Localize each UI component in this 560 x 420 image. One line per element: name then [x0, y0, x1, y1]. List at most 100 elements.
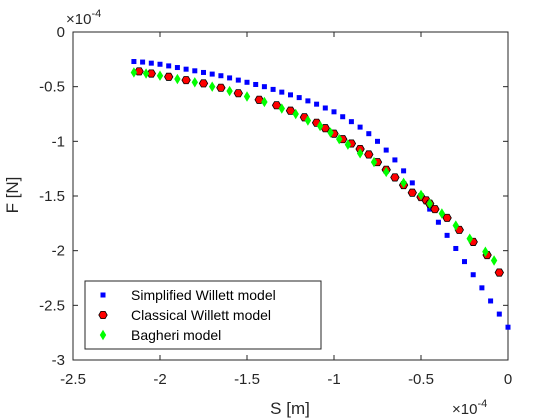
x-tick-label: -1: [327, 371, 340, 388]
data-point-diamond: [482, 246, 489, 257]
data-point-square: [496, 311, 502, 317]
data-point-hexagon: [181, 76, 191, 85]
data-point-square: [183, 66, 189, 72]
data-point-hexagon: [271, 101, 282, 110]
data-point-square: [279, 89, 285, 95]
x-multiplier-base: ×10: [452, 401, 477, 418]
data-point-square: [192, 68, 198, 74]
data-point-diamond: [327, 127, 334, 138]
series-diamond: [130, 67, 498, 266]
data-point-diamond: [130, 67, 138, 78]
data-point-square: [357, 124, 363, 130]
y-tick-label: -2.5: [39, 297, 65, 314]
data-point-square: [140, 59, 146, 65]
data-point-diamond: [336, 133, 343, 145]
data-point-diamond: [209, 81, 216, 92]
data-point-diamond: [426, 198, 433, 209]
data-point-diamond: [344, 139, 352, 150]
data-point-square: [366, 131, 372, 137]
data-point-square: [479, 285, 485, 291]
data-point-diamond: [383, 166, 390, 178]
data-point-diamond: [261, 96, 268, 108]
data-point-square: [253, 81, 259, 87]
y-axis-multiplier: ×10-4: [66, 8, 101, 28]
data-point-square: [427, 206, 433, 212]
data-point-square: [244, 79, 250, 85]
data-point-square: [435, 219, 441, 225]
data-point-hexagon: [407, 188, 417, 197]
data-point-square: [148, 60, 154, 66]
legend-marker-square: [100, 292, 106, 298]
data-point-square: [235, 77, 241, 83]
data-point-square: [409, 180, 415, 186]
data-point-diamond: [243, 91, 251, 102]
data-point-hexagon: [430, 205, 440, 214]
data-point-square: [340, 114, 346, 120]
series-square: [131, 59, 511, 330]
data-point-square: [375, 138, 380, 144]
data-point-diamond: [466, 233, 473, 244]
data-point-hexagon: [233, 89, 243, 98]
y-axis-label: F [N]: [3, 177, 22, 214]
data-point-hexagon: [164, 72, 174, 81]
legend-entry-label: Bagheri model: [131, 327, 221, 343]
data-point-square: [348, 119, 354, 125]
x-axis-multiplier: ×10-4: [452, 398, 487, 418]
y-axis-ticks: 0 -0.5 -1 -1.5 -2 -2.5 -3: [39, 24, 508, 369]
data-point-square: [288, 92, 293, 98]
data-point-square: [392, 157, 398, 163]
data-point-diamond: [316, 120, 324, 132]
legend: Simplified Willett model Classical Willet…: [84, 280, 322, 350]
data-point-square: [314, 101, 320, 107]
data-point-hexagon: [364, 150, 374, 159]
y-tick-label: -1: [52, 133, 65, 150]
data-point-square: [444, 232, 450, 238]
data-point-square: [209, 71, 215, 77]
data-point-square: [462, 259, 467, 265]
data-point-diamond: [370, 156, 378, 168]
data-point-square: [218, 73, 224, 79]
data-point-diamond: [356, 148, 364, 159]
data-point-diamond: [278, 103, 285, 114]
legend-entry-label: Simplified Willett model: [131, 287, 276, 303]
y-tick-label: -3: [52, 352, 65, 369]
data-point-diamond: [156, 70, 164, 81]
data-point-hexagon: [442, 213, 452, 222]
data-point-diamond: [490, 255, 498, 266]
data-point-square: [201, 69, 206, 75]
data-point-hexagon: [198, 79, 209, 88]
data-point-hexagon: [285, 106, 296, 115]
data-point-diamond: [452, 220, 459, 231]
legend-box: [84, 280, 322, 350]
y-tick-label: -1.5: [39, 188, 65, 205]
y-tick-label: -2: [52, 243, 65, 260]
data-point-square: [296, 95, 302, 101]
series-layer: [130, 59, 511, 330]
x-axis-ticks: -2.5 -2 -1.5 -1 -0.5 0: [60, 32, 512, 388]
data-point-square: [174, 65, 180, 71]
data-point-diamond: [191, 77, 198, 88]
x-tick-label: -1.5: [234, 371, 260, 388]
data-point-diamond: [142, 68, 150, 79]
data-point-square: [270, 86, 276, 92]
data-point-hexagon: [390, 173, 400, 182]
x-multiplier-exponent: -4: [477, 398, 487, 410]
y-multiplier-exponent: -4: [91, 8, 101, 20]
data-point-square: [470, 272, 476, 278]
y-tick-label: -0.5: [39, 79, 65, 96]
data-point-square: [453, 245, 459, 251]
data-point-square: [305, 98, 311, 104]
data-point-square: [331, 109, 337, 115]
data-point-square: [488, 298, 494, 304]
data-point-diamond: [400, 177, 407, 189]
data-point-diamond: [174, 73, 181, 85]
data-point-hexagon: [216, 83, 226, 92]
data-point-hexagon: [254, 95, 264, 104]
x-tick-label: 0: [504, 371, 512, 388]
data-point-square: [401, 168, 407, 174]
data-point-diamond: [438, 208, 446, 219]
x-axis-label: S [m]: [270, 399, 310, 418]
data-point-square: [166, 63, 172, 69]
